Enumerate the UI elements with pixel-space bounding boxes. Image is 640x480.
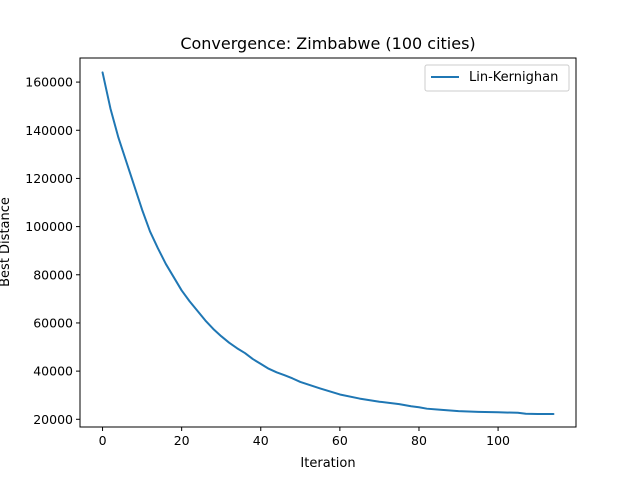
y-tick-label: 160000 xyxy=(25,75,73,90)
legend-box xyxy=(424,64,570,92)
chart-title: Convergence: Zimbabwe (100 cities) xyxy=(180,34,475,53)
plot-frame xyxy=(79,57,577,428)
y-tick-label: 40000 xyxy=(33,364,73,379)
plot-area xyxy=(101,71,555,415)
y-tick-label: 140000 xyxy=(25,123,73,138)
x-tick-label: 100 xyxy=(486,433,510,448)
x-tick-label: 40 xyxy=(253,433,269,448)
x-tick-label: 0 xyxy=(99,433,107,448)
y-axis-title: Best Distance xyxy=(0,197,13,287)
y-tick-label: 20000 xyxy=(33,412,73,427)
x-tick-label: 20 xyxy=(174,433,190,448)
x-tick-label: 80 xyxy=(411,433,427,448)
y-axis-ticks: 20000 40000 60000 80000 100000 120000 140000 16… xyxy=(25,75,80,427)
y-tick-label: 60000 xyxy=(33,315,73,330)
y-tick-label: 120000 xyxy=(25,171,73,186)
y-tick-label: 80000 xyxy=(33,267,73,282)
legend: Lin-Kernighan xyxy=(424,64,570,92)
legend-label-lin-kernighan: Lin-Kernighan xyxy=(469,70,558,85)
series-line-lin-kernighan xyxy=(101,71,555,415)
x-axis-ticks: 0 20 40 60 80 100 xyxy=(99,427,510,448)
y-tick-label: 100000 xyxy=(25,219,73,234)
x-tick-label: 60 xyxy=(332,433,348,448)
x-axis-title: Iteration xyxy=(300,456,355,471)
